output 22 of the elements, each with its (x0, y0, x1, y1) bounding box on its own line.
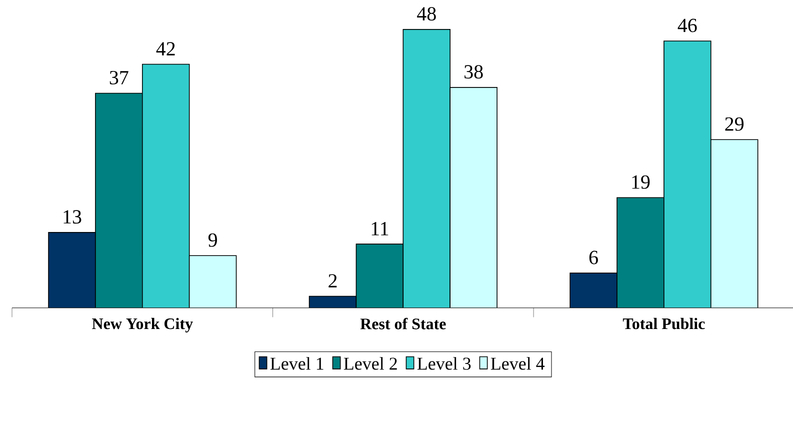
data-label: 6 (589, 250, 598, 264)
legend-label: Level 1 (270, 356, 324, 370)
x-tick-label: Total Public (622, 318, 705, 329)
data-label: 48 (417, 6, 436, 20)
x-tick-label: Rest of State (360, 318, 446, 330)
bar (309, 296, 356, 308)
bar (48, 232, 96, 308)
data-label: 42 (156, 42, 175, 56)
data-label: 37 (110, 70, 128, 84)
bar (570, 272, 618, 308)
data-label: 13 (64, 210, 82, 224)
legend-label: Level 4 (490, 356, 545, 370)
x-tick-label: New York City (92, 318, 193, 332)
data-label: 9 (208, 233, 217, 247)
legend-label: Level 2 (344, 356, 397, 370)
data-label: 2 (328, 274, 337, 288)
legend-label: Level 3 (417, 356, 471, 370)
data-label: 19 (632, 175, 650, 189)
data-label: 38 (464, 64, 483, 78)
data-label: 11 (372, 222, 388, 235)
data-label: 29 (725, 117, 744, 131)
data-label: 46 (678, 18, 697, 32)
